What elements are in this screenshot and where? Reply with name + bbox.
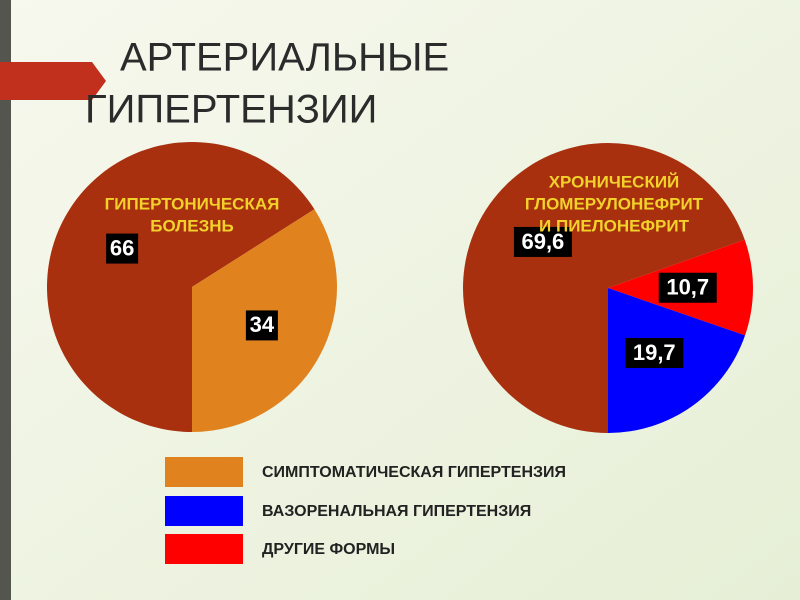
pie-title: БОЛЕЗНЬ (150, 216, 233, 235)
content: АРТЕРИАЛЬНЫЕ ГИПЕРТЕНЗИИ 66 34 ГИПЕРТОНИЧЕСК… (47, 36, 754, 564)
pie-title: ХРОНИЧЕСКИЙ (549, 172, 680, 191)
value-label-box (625, 337, 684, 368)
legend-label: СИМПТОМАТИЧЕСКАЯ ГИПЕРТЕНЗИЯ (262, 464, 566, 481)
value-label: 10,7 (666, 275, 709, 300)
value-label: 19,7 (633, 340, 676, 365)
value-label-box (658, 272, 717, 303)
legend-swatch (165, 457, 243, 487)
value-label-box (245, 310, 278, 341)
pie-title: ГИПЕРТОНИЧЕСКАЯ (105, 194, 280, 213)
legend-swatch (165, 496, 243, 526)
pie-slice (462, 142, 745, 433)
pie-title: И ПИЕЛОНЕФРИТ (539, 216, 690, 235)
pie-title: ГЛОМЕРУЛОНЕФРИТ (525, 194, 704, 213)
left-strip (0, 0, 11, 600)
legend-label: ДРУГИЕ ФОРМЫ (262, 541, 395, 558)
value-label: 66 (110, 235, 134, 260)
value-label-box (513, 226, 572, 257)
slide-title: АРТЕРИАЛЬНЫЕ (120, 36, 449, 80)
slide-title: ГИПЕРТЕНЗИИ (85, 88, 377, 132)
title-arrow (0, 62, 106, 100)
value-label-box (106, 233, 139, 264)
value-label: 69,6 (521, 229, 564, 254)
value-label: 34 (250, 312, 275, 337)
pie-slice (47, 142, 315, 432)
legend-swatch (165, 534, 243, 564)
legend-label: ВАЗОРЕНАЛЬНАЯ ГИПЕРТЕНЗИЯ (262, 503, 531, 520)
